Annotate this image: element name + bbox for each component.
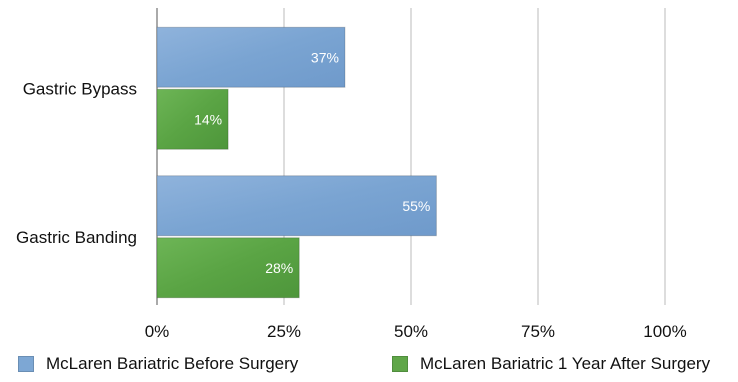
x-tick-label: 0% — [145, 322, 170, 341]
legend-item-before: McLaren Bariatric Before Surgery — [18, 354, 298, 374]
data-label: 37% — [311, 49, 339, 65]
x-tick-label: 75% — [521, 322, 555, 341]
bar-after-0 — [156, 88, 229, 150]
data-label: 14% — [194, 111, 222, 127]
category-label: Gastric Banding — [16, 228, 137, 247]
data-label: 55% — [402, 198, 430, 214]
data-label: 28% — [265, 260, 293, 276]
x-tick-label: 25% — [267, 322, 301, 341]
legend: McLaren Bariatric Before Surgery McLaren… — [0, 350, 738, 380]
legend-label-before: McLaren Bariatric Before Surgery — [46, 354, 299, 373]
bar-chart: 0% 25% 50% 75% 100% Gastric Bypass 37% 14% Gastr… — [16, 8, 687, 341]
legend-swatch-before — [18, 356, 34, 372]
x-tick-label: 100% — [643, 322, 686, 341]
labels: 0% 25% 50% 75% 100% Gastric Bypass 37% 14% Gastr… — [16, 49, 687, 341]
legend-label-after: McLaren Bariatric 1 Year After Surgery — [420, 354, 711, 373]
category-label: Gastric Bypass — [23, 79, 137, 98]
bars — [156, 26, 437, 299]
legend-item-after: McLaren Bariatric 1 Year After Surgery — [392, 354, 710, 374]
bar-before-0 — [156, 26, 346, 88]
bar-after-1 — [156, 237, 300, 299]
x-tick-label: 50% — [394, 322, 428, 341]
legend-swatch-after — [392, 356, 408, 372]
bar-before-1 — [156, 175, 437, 237]
